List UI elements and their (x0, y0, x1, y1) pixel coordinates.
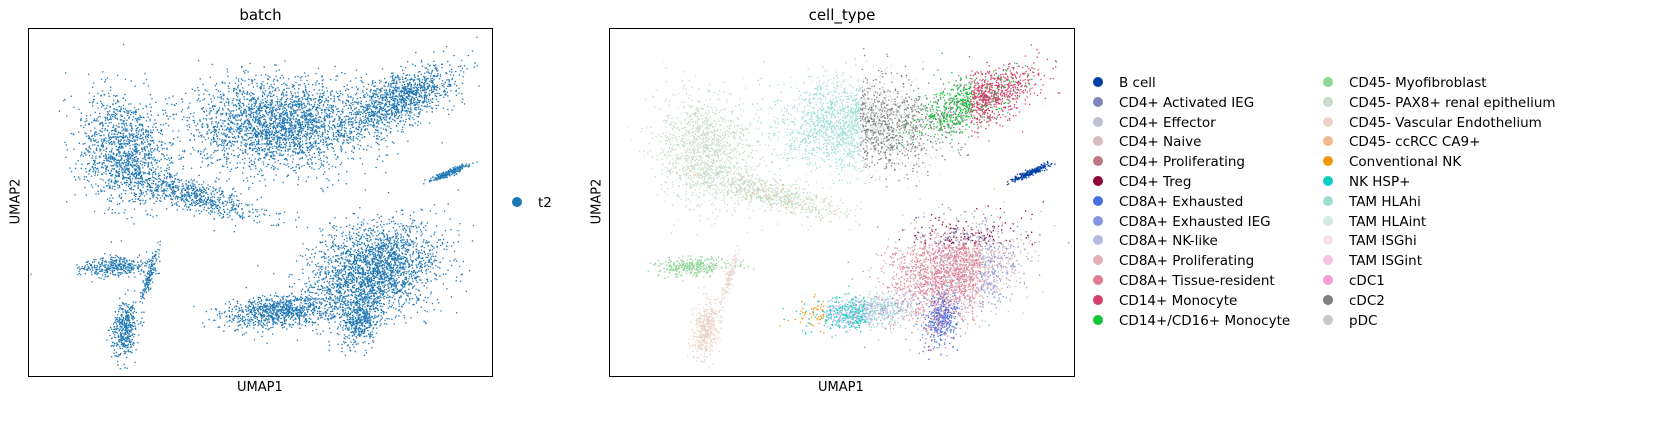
legend-item-tam-hlahi: TAM HLAhi (1323, 192, 1421, 212)
y-axis-label-cell-type: UMAP2 (590, 162, 605, 242)
legend-label: CD8A+ Proliferating (1119, 253, 1254, 269)
legend-item-tam-isghi: TAM ISGhi (1323, 231, 1417, 251)
legend-marker (1323, 77, 1333, 87)
legend-item-cd8a-nk-like: CD8A+ NK-like (1093, 231, 1218, 251)
legend-marker (1093, 275, 1103, 285)
legend-label: CD4+ Naive (1119, 134, 1201, 150)
legend-marker (1323, 176, 1333, 186)
legend-item-t2: t2 (512, 193, 552, 213)
legend-label: CD8A+ Exhausted IEG (1119, 214, 1271, 230)
legend-label: CD45- ccRCC CA9+ (1349, 134, 1480, 150)
legend-marker (1323, 215, 1333, 226)
umap-scatter-cell-type (627, 44, 1070, 369)
legend-item-tam-isgint: TAM ISGint (1323, 251, 1422, 271)
legend-label: CD8A+ Exhausted (1119, 194, 1243, 210)
legend-label: cDC1 (1349, 273, 1385, 289)
legend-label: pDC (1349, 313, 1377, 329)
legend-marker (1323, 235, 1333, 246)
legend-marker (1093, 215, 1103, 226)
legend-marker (1323, 96, 1333, 107)
legend-label: TAM ISGint (1349, 253, 1422, 269)
umap-scatter-batch (30, 36, 480, 370)
legend-item-cd4-naive: CD4+ Naive (1093, 132, 1201, 152)
legend-label: B cell (1119, 75, 1156, 91)
legend-item-cd8a-exhausted-ieg: CD8A+ Exhausted IEG (1093, 212, 1271, 232)
legend-marker (1323, 116, 1333, 127)
legend-item-cd4-proliferating: CD4+ Proliferating (1093, 152, 1245, 172)
legend-item-cd45-ccrcc-ca9: CD45- ccRCC CA9+ (1323, 132, 1480, 152)
legend-marker (1093, 294, 1103, 305)
legend-label: CD45- PAX8+ renal epithelium (1349, 95, 1556, 111)
legend-item-cdc1: cDC1 (1323, 271, 1385, 291)
legend-label: NK HSP+ (1349, 174, 1410, 190)
legend-marker (1093, 96, 1103, 107)
legend-label: CD4+ Treg (1119, 174, 1191, 190)
legend-item-cd14-monocyte: CD14+ Monocyte (1093, 291, 1237, 311)
legend-item-cd4-effector: CD4+ Effector (1093, 113, 1216, 133)
legend-item-conventional-nk: Conventional NK (1323, 152, 1461, 172)
legend-item-cd45-vascular-endothelium: CD45- Vascular Endothelium (1323, 113, 1542, 133)
legend-marker (1093, 176, 1103, 186)
legend-label: TAM HLAhi (1349, 194, 1421, 210)
legend-marker (1323, 255, 1333, 266)
legend-label: TAM HLAint (1349, 214, 1426, 230)
legend-item-b-cell: B cell (1093, 73, 1156, 93)
cell-type-points (627, 44, 1070, 369)
legend-label: CD14+/CD16+ Monocyte (1119, 313, 1290, 329)
legend-item-nk-hsp: NK HSP+ (1323, 172, 1410, 192)
legend-label: CD14+ Monocyte (1119, 293, 1237, 309)
legend-label: CD8A+ Tissue-resident (1119, 273, 1275, 289)
legend-item-cdc2: cDC2 (1323, 291, 1385, 311)
legend-marker (1093, 314, 1103, 325)
legend-label: CD4+ Activated IEG (1119, 95, 1254, 111)
legend-item-cd45-myofibroblast: CD45- Myofibroblast (1323, 73, 1487, 93)
y-axis-label-batch: UMAP2 (9, 162, 24, 242)
legend-item-cd45-pax8-renal-epithelium: CD45- PAX8+ renal epithelium (1323, 93, 1556, 113)
legend-item-cd8a-tissue-resident: CD8A+ Tissue-resident (1093, 271, 1275, 291)
chart-title-batch: batch (28, 6, 493, 24)
legend-marker (1323, 156, 1333, 167)
legend-marker (1323, 136, 1333, 147)
chart-title-cell-type: cell_type (609, 6, 1075, 24)
legend-marker (1093, 195, 1103, 206)
legend-item-cd14-cd16-monocyte: CD14+/CD16+ Monocyte (1093, 311, 1290, 331)
legend-marker (1093, 136, 1103, 147)
legend-label: t2 (538, 195, 552, 211)
legend-item-pdc: pDC (1323, 311, 1377, 331)
legend-marker (1093, 116, 1103, 127)
legend-label: Conventional NK (1349, 154, 1461, 170)
legend-label: TAM ISGhi (1349, 233, 1417, 249)
legend-item-cd8a-proliferating: CD8A+ Proliferating (1093, 251, 1254, 271)
legend-marker (1323, 314, 1333, 325)
x-axis-label-batch: UMAP1 (237, 380, 283, 395)
legend-marker (1323, 294, 1333, 305)
legend-marker (1093, 255, 1103, 266)
legend-label: CD4+ Effector (1119, 115, 1216, 131)
legend-item-tam-hlaint: TAM HLAint (1323, 212, 1426, 232)
legend-label: cDC2 (1349, 293, 1385, 309)
plot-area-batch (28, 28, 493, 377)
legend-label: CD45- Vascular Endothelium (1349, 115, 1542, 131)
legend-marker (512, 197, 522, 207)
legend-marker (1093, 77, 1103, 87)
legend-item-cd8a-exhausted: CD8A+ Exhausted (1093, 192, 1243, 212)
legend-label: CD45- Myofibroblast (1349, 75, 1487, 91)
legend-marker (1323, 275, 1333, 285)
x-axis-label-cell-type: UMAP1 (818, 380, 864, 395)
legend-marker (1323, 195, 1333, 206)
legend-label: CD4+ Proliferating (1119, 154, 1245, 170)
batch-points (30, 36, 480, 370)
legend-label: CD8A+ NK-like (1119, 233, 1218, 249)
legend-marker (1093, 235, 1103, 246)
legend-item-cd4-treg: CD4+ Treg (1093, 172, 1191, 192)
legend-item-cd4-activated-ieg: CD4+ Activated IEG (1093, 93, 1254, 113)
plot-area-cell-type (609, 28, 1075, 377)
legend-marker (1093, 156, 1103, 167)
